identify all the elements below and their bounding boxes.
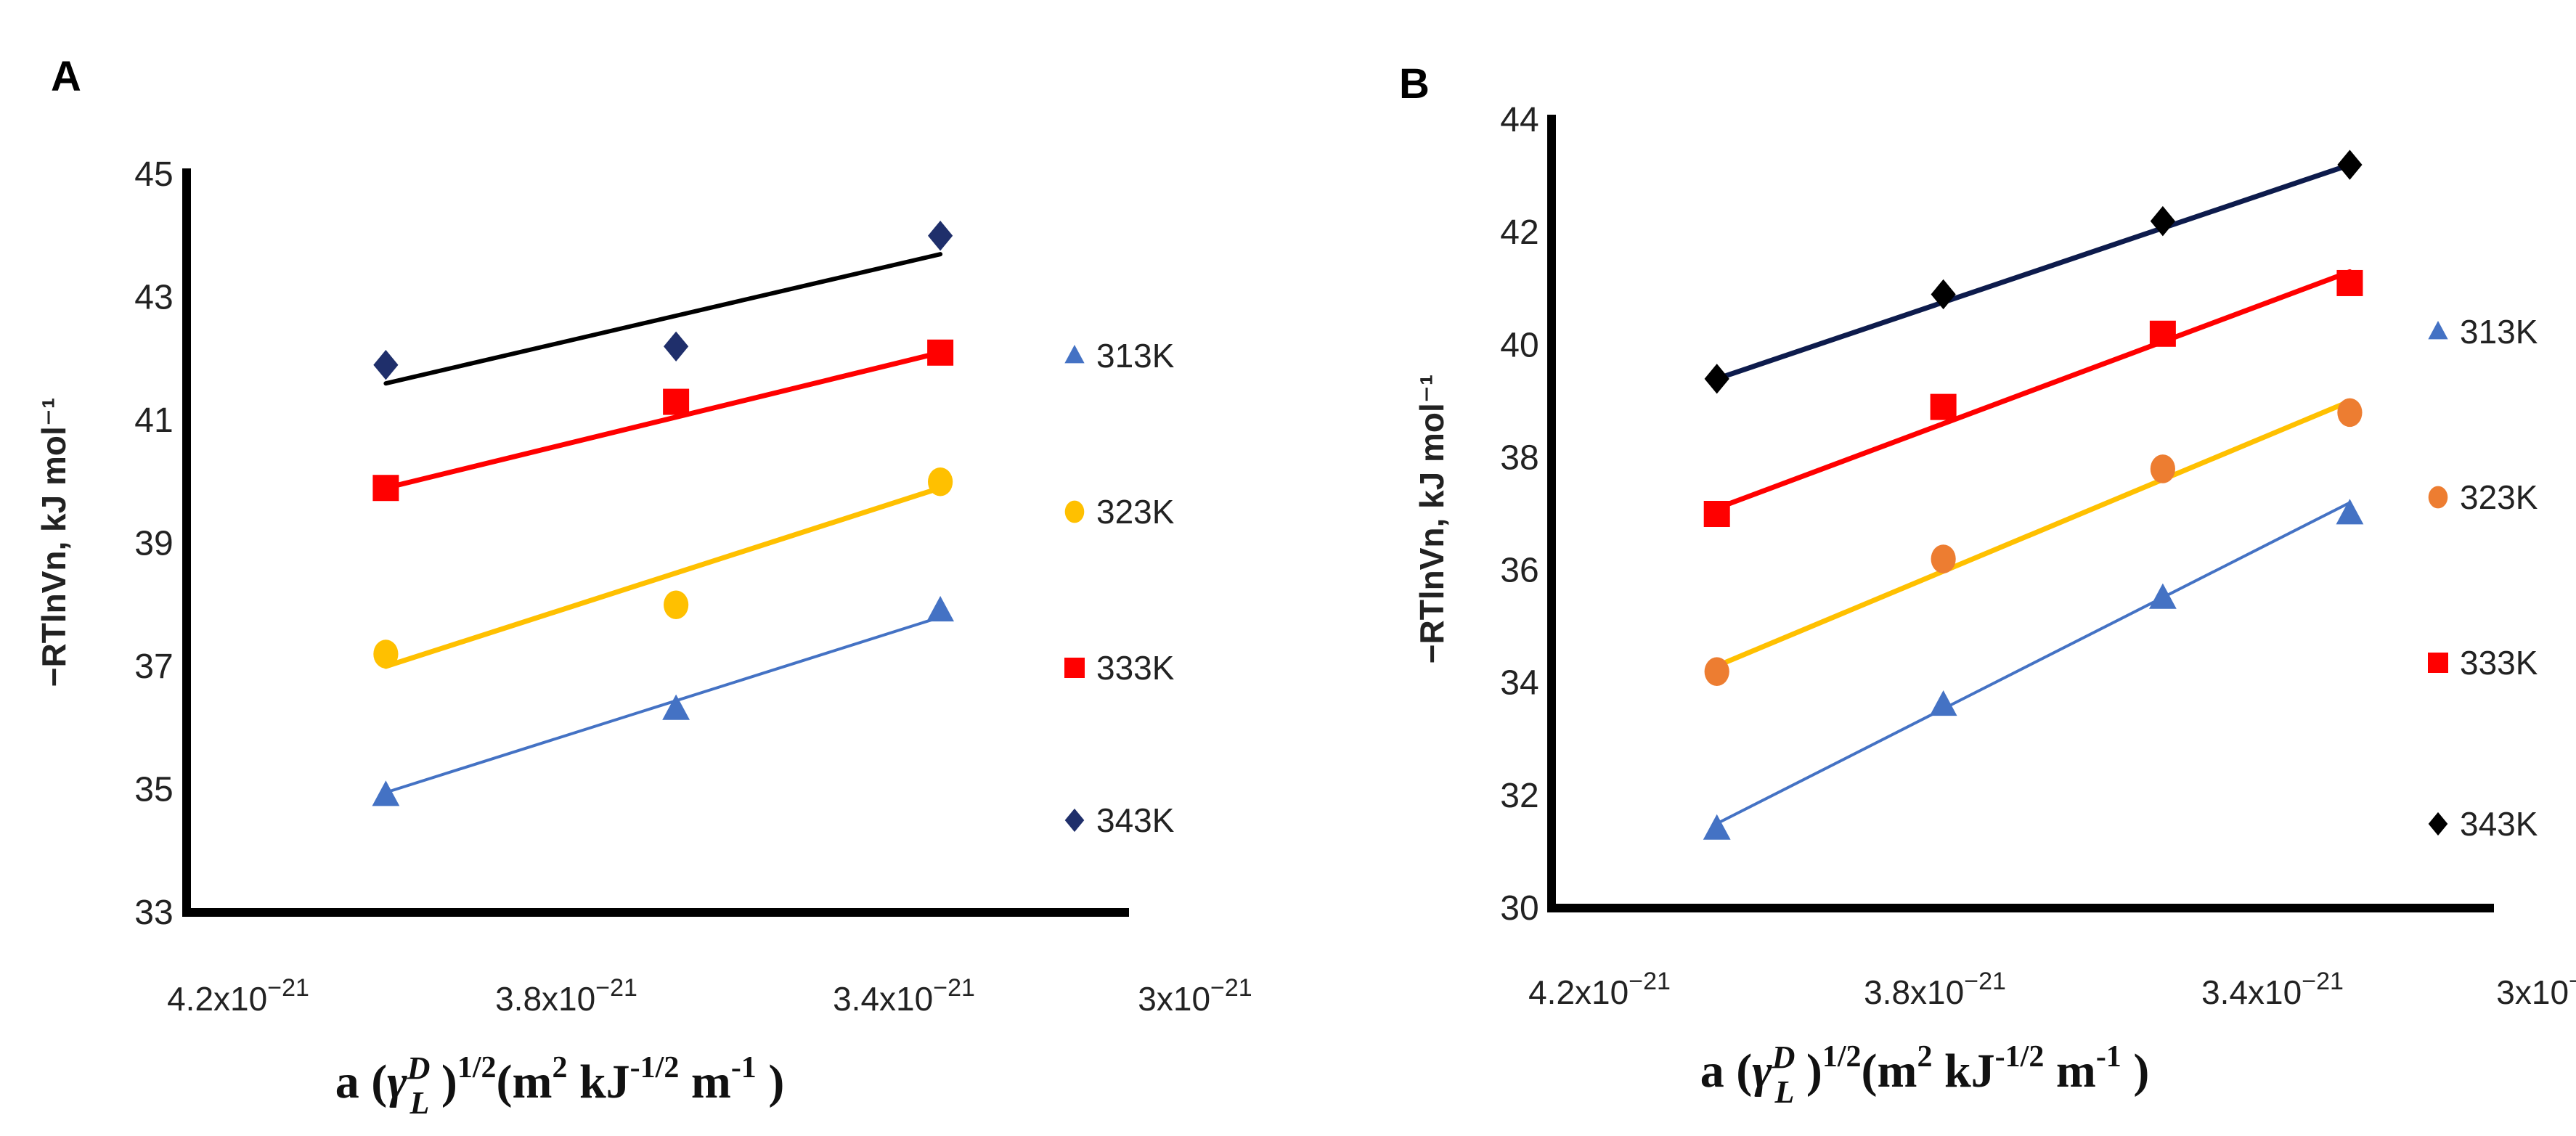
trendline-333K xyxy=(1714,269,2352,511)
panel-a-trendlines xyxy=(383,252,943,794)
x-tick-label: 3.4x10−21 xyxy=(833,974,975,1018)
point-333K xyxy=(1703,501,1730,527)
x-tick-label: 3.8x10−21 xyxy=(495,974,637,1018)
y-tick-label: 34 xyxy=(1500,664,1538,703)
panel-b-x-axis-label: a (γD L )1/2(m2 kJ-1/2 m-1 ) xyxy=(1700,1039,2150,1110)
point-333K xyxy=(927,339,954,366)
point-313K xyxy=(662,694,690,720)
y-tick-label: 35 xyxy=(134,771,173,809)
legend-label-333K: 333K xyxy=(2460,644,2538,682)
y-tick-label: 39 xyxy=(134,525,173,563)
panel-b-letter: B xyxy=(1399,60,1430,107)
legend-marker-333K xyxy=(2428,653,2448,673)
x-tick-label: 4.2x10−21 xyxy=(167,974,309,1018)
panel-b-y-axis-label: −RTlnVn, kJ mol⁻¹ xyxy=(1413,375,1451,664)
trendline-343K xyxy=(383,252,943,386)
panel-b-points xyxy=(1703,150,2364,840)
legend-marker-333K xyxy=(1064,658,1085,678)
point-313K xyxy=(1703,814,1731,840)
legend-label-313K: 313K xyxy=(1096,337,1175,375)
legend-label-343K: 343K xyxy=(2460,805,2538,843)
legend-label-333K: 333K xyxy=(1096,649,1175,687)
y-tick-label: 41 xyxy=(134,401,173,440)
legend-label-323K: 323K xyxy=(1096,493,1175,531)
point-313K xyxy=(372,780,400,806)
legend-marker-323K xyxy=(1064,500,1085,523)
x-tick-label: 3.8x10−21 xyxy=(1864,968,2006,1011)
legend-label-343K: 343K xyxy=(1096,801,1175,839)
legend-marker-323K xyxy=(2428,486,2448,509)
x-tick-label: 3x10−21 xyxy=(1138,974,1252,1018)
panel-a: A 33 35 37 39 41 43 45 4.2x10−21 3.8x10−21 3.4x1… xyxy=(35,53,1252,1121)
point-323K xyxy=(1931,544,1956,573)
panel-a-letter: A xyxy=(51,53,81,100)
panel-a-x-axis-label: a (γD L )1/2(m2 kJ-1/2 m-1 ) xyxy=(335,1050,785,1121)
point-323K xyxy=(2150,454,2175,483)
panel-b: B 30 32 34 36 38 40 42 44 4.2x10−21 3.8x10−21 3.4… xyxy=(1399,60,2576,1110)
panel-a-y-ticks: 33 35 37 39 41 43 45 xyxy=(134,155,173,932)
legend-label-323K: 323K xyxy=(2460,478,2538,516)
panel-a-points xyxy=(372,221,955,806)
panel-b-legend: 313K 323K 333K 343K xyxy=(2428,313,2538,843)
point-313K xyxy=(926,596,955,622)
y-tick-label: 44 xyxy=(1500,101,1538,139)
y-tick-label: 40 xyxy=(1500,326,1538,364)
point-343K xyxy=(1931,279,1956,310)
x-tick-label: 3x10−21 xyxy=(2496,968,2576,1011)
point-333K xyxy=(372,475,399,502)
panel-a-y-axis-label: −RTlnVn, kJ mol⁻¹ xyxy=(35,398,73,687)
point-343K xyxy=(2337,150,2363,180)
point-313K xyxy=(1929,690,1957,716)
trendline-343K xyxy=(1714,162,2352,382)
legend-label-313K: 313K xyxy=(2460,313,2538,351)
y-tick-label: 32 xyxy=(1500,777,1538,815)
point-313K xyxy=(2336,499,2364,525)
x-tick-label: 4.2x10−21 xyxy=(1528,968,1671,1011)
y-tick-label: 30 xyxy=(1500,889,1538,928)
legend-marker-313K xyxy=(2428,321,2448,340)
panel-b-x-ticks: 4.2x10−21 3.8x10−21 3.4x10−21 3x10−21 xyxy=(1528,968,2576,1011)
x-tick-label: 3.4x10−21 xyxy=(2201,968,2344,1011)
point-333K xyxy=(2149,320,2176,347)
point-343K xyxy=(373,350,399,380)
y-tick-label: 38 xyxy=(1500,438,1538,477)
point-343K xyxy=(2150,205,2175,237)
point-333K xyxy=(1930,393,1957,420)
panel-a-legend: 313K 323K 333K 343K xyxy=(1064,337,1175,839)
point-323K xyxy=(2337,398,2363,428)
point-323K xyxy=(1704,657,1729,686)
y-tick-label: 36 xyxy=(1500,552,1538,590)
trendline-333K xyxy=(383,350,943,491)
trendline-313K xyxy=(1715,501,2352,825)
point-343K xyxy=(1704,364,1729,394)
trendline-323K xyxy=(383,485,943,669)
y-tick-label: 33 xyxy=(134,894,173,932)
y-tick-label: 43 xyxy=(134,279,173,317)
point-333K xyxy=(2336,269,2363,296)
y-tick-label: 42 xyxy=(1500,213,1538,252)
legend-marker-313K xyxy=(1064,345,1085,364)
point-343K xyxy=(928,221,953,251)
legend-marker-343K xyxy=(2428,812,2448,836)
y-tick-label: 45 xyxy=(134,155,173,194)
point-323K xyxy=(373,639,399,669)
point-343K xyxy=(664,331,689,361)
point-323K xyxy=(928,467,953,497)
trendline-313K xyxy=(384,616,942,794)
panel-b-trendlines xyxy=(1714,162,2352,825)
point-313K xyxy=(2148,583,2177,609)
point-323K xyxy=(664,590,689,620)
trendline-323K xyxy=(1714,399,2352,669)
panel-b-y-ticks: 30 32 34 36 38 40 42 44 xyxy=(1500,101,1538,928)
legend-marker-343K xyxy=(1064,808,1085,833)
y-tick-label: 37 xyxy=(134,647,173,686)
point-333K xyxy=(663,388,690,415)
panel-a-x-ticks: 4.2x10−21 3.8x10−21 3.4x10−21 3x10−21 xyxy=(167,974,1252,1018)
